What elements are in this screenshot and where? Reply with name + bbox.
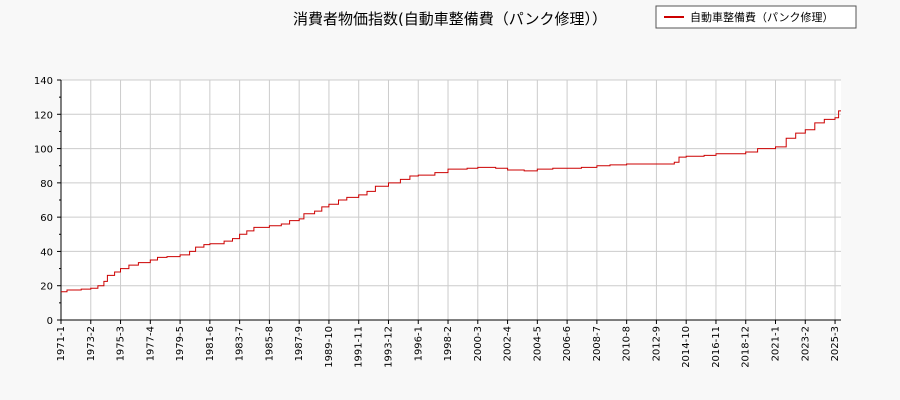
legend-label: 自動車整備費（パンク修理） (690, 10, 834, 24)
x-tick-label: 1991-11 (354, 326, 365, 368)
x-tick-label: 2012-9 (651, 326, 662, 361)
x-tick-label: 1979-5 (175, 326, 186, 361)
y-tick-label: 40 (40, 247, 53, 258)
y-tick-label: 80 (40, 179, 53, 190)
plot-area (61, 80, 841, 320)
x-tick-label: 2000-3 (473, 326, 484, 361)
x-tick-label: 2021-1 (771, 326, 782, 361)
x-tick-label: 2008-7 (592, 326, 603, 361)
y-tick-label: 120 (34, 110, 53, 121)
x-tick-label: 1998-2 (443, 326, 454, 361)
x-tick-label: 2025-3 (830, 326, 841, 361)
axes (57, 79, 841, 324)
x-tick-label: 1981-6 (205, 326, 216, 361)
x-tick-label: 1996-1 (413, 326, 424, 361)
x-tick-label: 1985-8 (264, 326, 275, 361)
x-tick-label: 2004-5 (532, 326, 543, 361)
y-axis-ticks: 0 20 40 60 80 100 120 140 (34, 76, 53, 327)
x-tick-label: 1973-2 (86, 326, 97, 361)
legend-box (655, 5, 857, 29)
y-tick-label: 100 (34, 145, 53, 156)
x-tick-label: 2006-6 (562, 326, 573, 361)
x-tick-label: 2016-11 (711, 326, 722, 368)
x-tick-label: 2018-12 (741, 326, 752, 368)
series-group (61, 110, 841, 293)
y-tick-label: 0 (47, 316, 53, 327)
x-tick-label: 1983-7 (235, 326, 246, 361)
x-tick-label: 2002-4 (503, 326, 514, 361)
x-tick-label: 2014-10 (681, 326, 692, 368)
x-axis-ticks: 1971-1 1973-2 1975-3 1977-4 1979-5 1981-6 1983… (56, 326, 841, 368)
y-tick-label: 140 (34, 76, 53, 87)
x-tick-label: 1993-12 (383, 326, 394, 368)
x-tick-label: 1975-3 (116, 326, 127, 361)
x-tick-label: 2010-8 (622, 326, 633, 361)
x-tick-label: 1977-4 (145, 326, 156, 361)
x-tick-label: 1987-9 (294, 326, 305, 361)
x-tick-label: 1971-1 (56, 326, 67, 361)
x-tick-label: 2023-2 (800, 326, 811, 361)
series-line (61, 110, 841, 293)
y-tick-label: 20 (40, 282, 53, 293)
legend: 自動車整備費（パンク修理） (655, 5, 857, 29)
x-tick-label: 1989-10 (324, 326, 335, 368)
y-tick-label: 60 (40, 213, 53, 224)
chart-title: 消費者物価指数(自動車整備費（パンク修理）） (293, 10, 607, 28)
